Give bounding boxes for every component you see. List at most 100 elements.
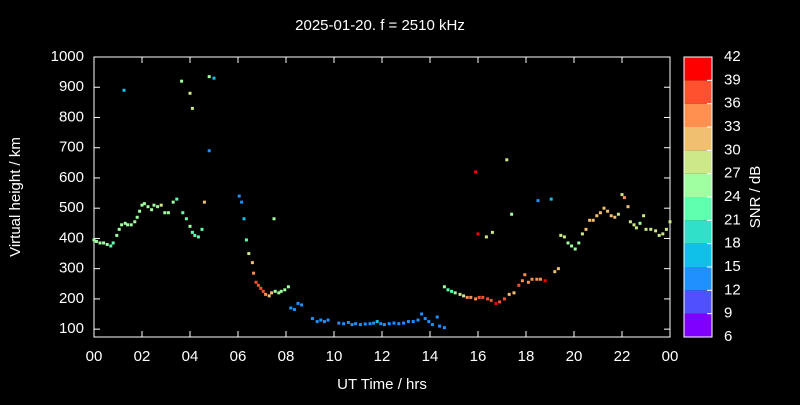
point xyxy=(379,322,383,326)
colorbar-tick-label: 39 xyxy=(724,71,741,88)
point xyxy=(244,238,248,242)
point xyxy=(122,88,126,92)
point xyxy=(259,286,263,290)
point xyxy=(115,233,119,237)
x-axis-label: UT Time / hrs xyxy=(337,376,427,393)
point xyxy=(346,320,350,324)
point xyxy=(664,227,668,231)
point xyxy=(494,301,498,305)
point xyxy=(580,232,584,236)
colorbar-tick-label: 15 xyxy=(724,258,741,275)
point xyxy=(632,223,636,227)
point xyxy=(584,227,588,231)
point xyxy=(402,321,406,325)
point xyxy=(171,200,175,204)
point xyxy=(657,233,661,237)
point xyxy=(416,318,420,322)
point xyxy=(507,292,511,296)
point xyxy=(538,277,542,281)
point xyxy=(591,218,595,222)
x-tick-label: 00 xyxy=(662,348,679,365)
colorbar-tick-label: 9 xyxy=(724,305,732,322)
point xyxy=(188,91,192,95)
point xyxy=(549,197,553,201)
colorbar-band xyxy=(684,197,712,221)
point xyxy=(354,322,358,326)
chart-title: 2025-01-20. f = 2510 kHz xyxy=(295,17,465,34)
point xyxy=(310,317,314,321)
point xyxy=(595,214,599,218)
point xyxy=(634,226,638,230)
colorbar-tick-label: 21 xyxy=(724,211,741,228)
point xyxy=(530,277,534,281)
point xyxy=(123,221,127,225)
point xyxy=(146,205,150,209)
point xyxy=(300,303,304,307)
point xyxy=(446,288,450,292)
point xyxy=(510,212,514,216)
point xyxy=(254,280,258,284)
x-tick-label: 06 xyxy=(230,348,247,365)
point xyxy=(94,239,98,243)
colorbar-tick-label: 24 xyxy=(724,188,741,205)
point xyxy=(392,321,396,325)
point xyxy=(315,320,319,324)
point xyxy=(156,205,160,209)
point xyxy=(481,295,485,299)
point xyxy=(202,200,206,204)
point xyxy=(250,261,254,265)
point xyxy=(462,294,466,298)
y-tick-label: 100 xyxy=(59,320,84,337)
point xyxy=(363,322,367,326)
point xyxy=(247,252,251,256)
point xyxy=(649,227,653,231)
point xyxy=(184,217,188,221)
point xyxy=(613,215,617,219)
point xyxy=(175,197,179,201)
point xyxy=(326,318,330,322)
y-axis-label: Virtual height / km xyxy=(7,137,24,257)
point xyxy=(642,214,646,218)
y-tick-label: 400 xyxy=(59,229,84,246)
x-tick-label: 12 xyxy=(374,348,391,365)
x-tick-label: 22 xyxy=(614,348,631,365)
x-tick-label: 08 xyxy=(278,348,295,365)
colorbar-band xyxy=(684,127,712,151)
point xyxy=(453,291,457,295)
point xyxy=(654,229,658,233)
point xyxy=(252,271,256,275)
point xyxy=(458,292,462,296)
point xyxy=(420,312,424,316)
point xyxy=(129,223,133,227)
point xyxy=(240,200,244,204)
point xyxy=(279,289,283,293)
point xyxy=(358,323,362,327)
x-tick-label: 16 xyxy=(470,348,487,365)
point xyxy=(520,279,524,283)
point xyxy=(606,209,610,213)
point xyxy=(427,320,431,324)
point xyxy=(163,211,167,215)
point xyxy=(117,227,121,231)
point xyxy=(109,244,113,248)
point xyxy=(150,208,154,212)
point xyxy=(502,297,506,301)
y-tick-label: 900 xyxy=(59,78,84,95)
point xyxy=(486,297,490,301)
x-tick-label: 14 xyxy=(422,348,439,365)
plot-frame xyxy=(93,56,671,338)
point xyxy=(616,212,620,216)
colorbar-band xyxy=(684,173,712,197)
y-tick-label: 300 xyxy=(59,260,84,277)
point xyxy=(382,323,386,327)
colorbar-band xyxy=(684,220,712,244)
point xyxy=(387,322,391,326)
point xyxy=(526,280,530,284)
point xyxy=(469,295,473,299)
point xyxy=(435,315,439,319)
point xyxy=(477,295,481,299)
point xyxy=(111,241,115,245)
colorbar-band xyxy=(684,243,712,267)
point xyxy=(397,322,401,326)
